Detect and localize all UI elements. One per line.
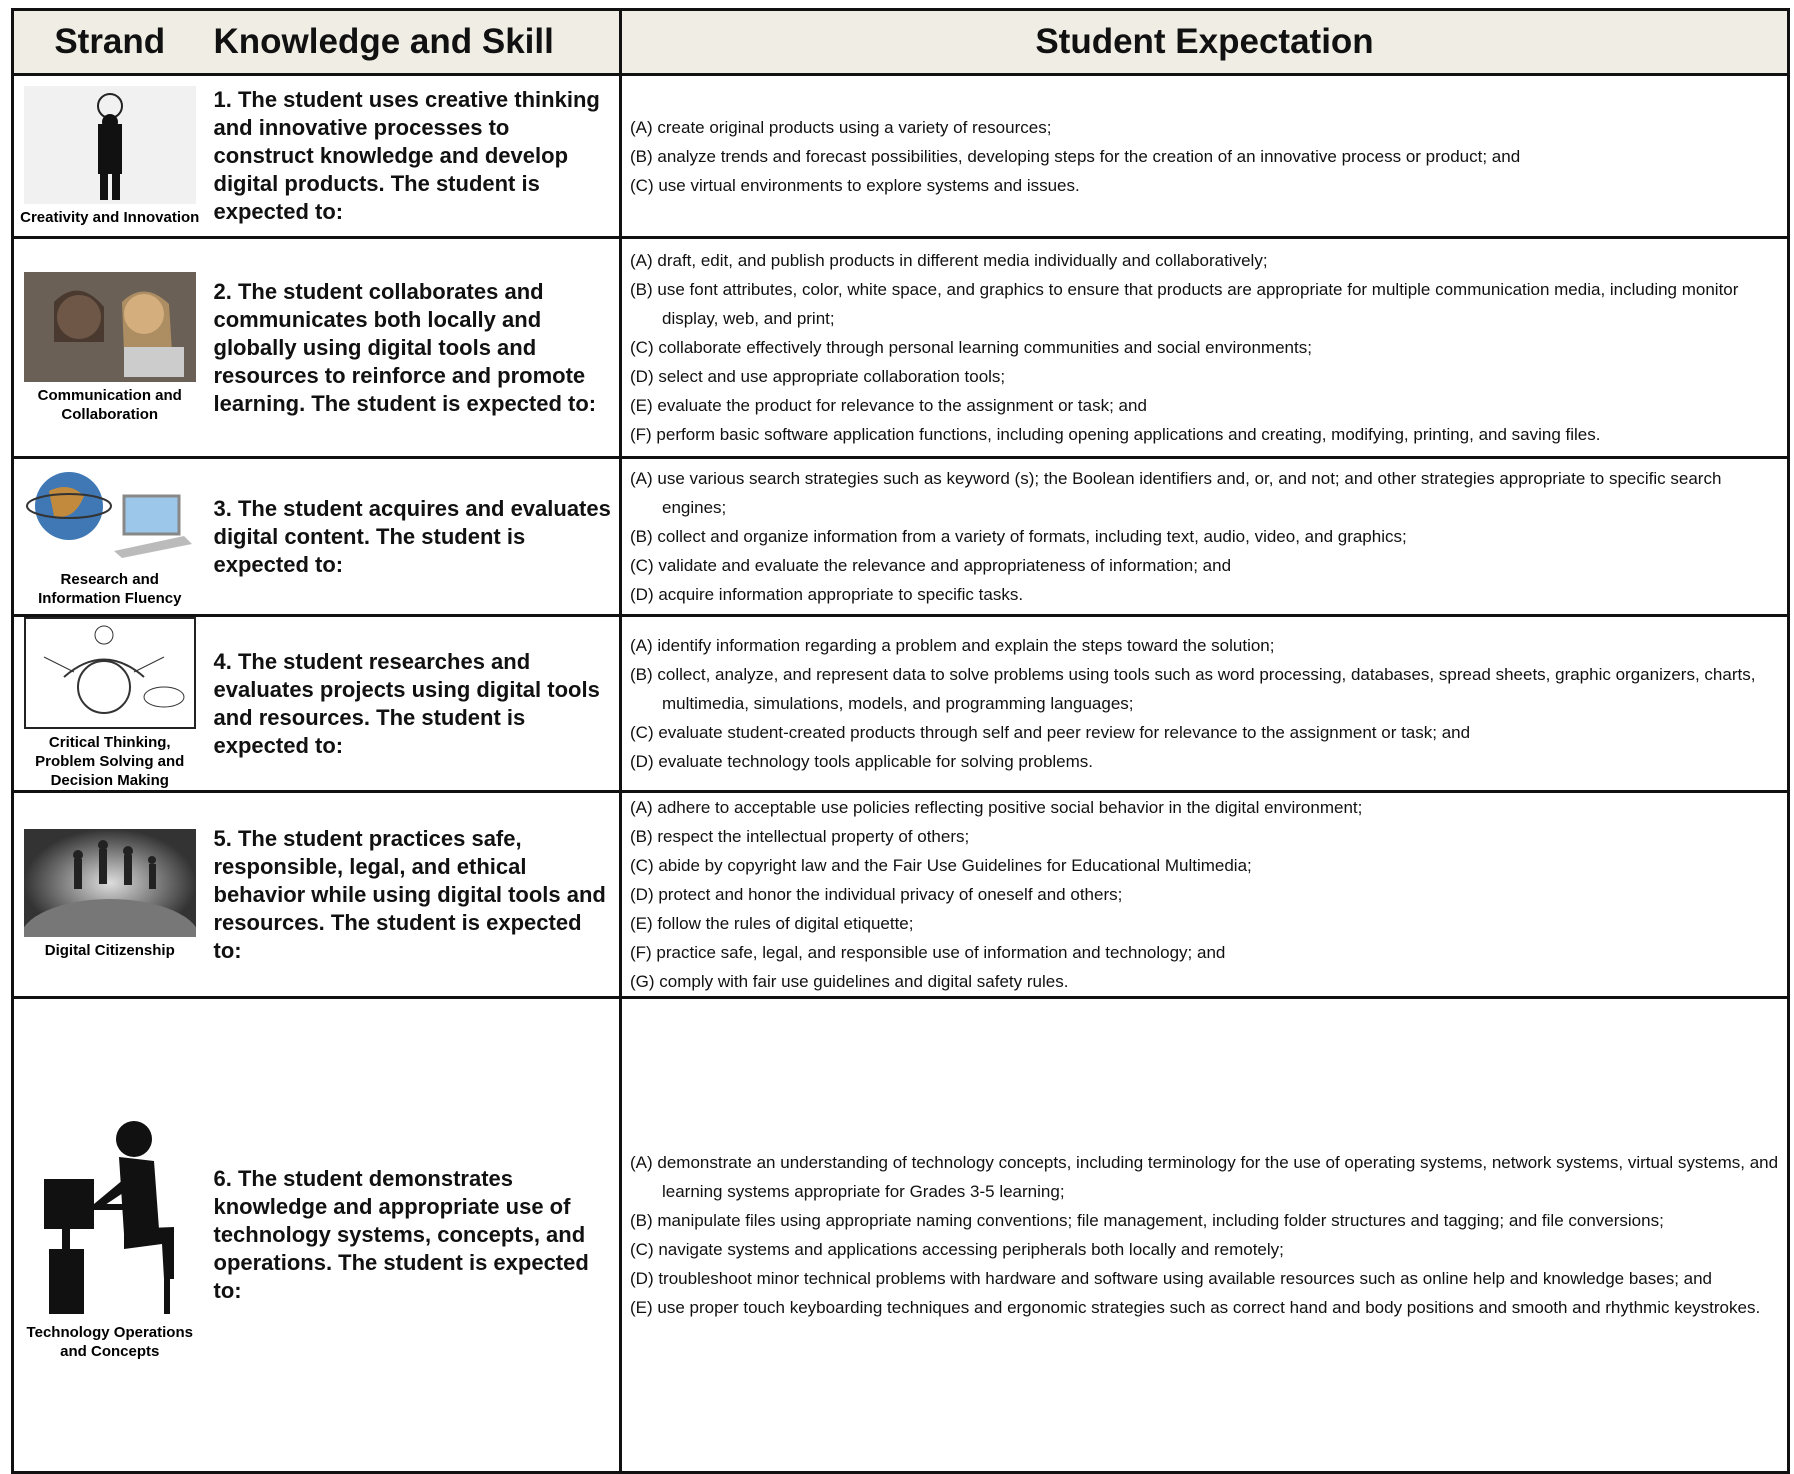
skill-cell: 1. The student uses creative thinking an… — [205, 73, 622, 239]
header-cell: Knowledge and Skill — [205, 8, 622, 76]
header-cell: Student Expectation — [619, 8, 1790, 76]
skill-cell: 2. The student collaborates and communic… — [205, 236, 622, 459]
expectation-item: (B) collect, analyze, and represent data… — [630, 665, 1756, 713]
strand-label: Research and Information Fluency — [38, 570, 182, 607]
expectation-item: (D) acquire information appropriate to s… — [630, 585, 1024, 604]
strand-image — [23, 465, 196, 566]
standards-table: Strand Knowledge and Skill Student Expec… — [11, 8, 1790, 1474]
expectation-item: (D) protect and honor the individual pri… — [630, 885, 1123, 904]
expectation-item: (C) validate and evaluate the relevance … — [630, 556, 1232, 575]
expectation-item: (D) evaluate technology tools applicable… — [630, 752, 1094, 771]
strand-image — [23, 85, 196, 204]
expectation-item: (F) perform basic software application f… — [630, 425, 1601, 444]
expectation-item: (E) evaluate the product for relevance t… — [630, 396, 1147, 415]
strand-label: Communication and Collaboration — [37, 386, 182, 423]
expectation-item: (B) manipulate files using appropriate n… — [630, 1211, 1664, 1230]
expectation-item: (B) analyze trends and forecast possibil… — [630, 146, 1521, 166]
expectation-item: (A) demonstrate an understanding of tech… — [630, 1153, 1779, 1201]
strand-cell: Digital Citizenship — [11, 790, 206, 999]
expectation-item: (D) troubleshoot minor technical problem… — [630, 1269, 1712, 1288]
expectation-item: (B) use font attributes, color, white sp… — [630, 280, 1739, 328]
expectation-cell: (A) identify information regarding a pro… — [619, 614, 1790, 793]
strand-cell: Creativity and Innovation — [11, 73, 206, 239]
expectation-item: (B) collect and organize information fro… — [630, 527, 1407, 546]
expectation-item: (F) practice safe, legal, and responsibl… — [630, 943, 1226, 962]
expectation-item: (G) comply with fair use guidelines and … — [630, 972, 1069, 991]
standards-document: Strand Knowledge and Skill Student Expec… — [11, 8, 1790, 1474]
strand-cell: Technology Operations and Concepts — [11, 996, 206, 1474]
table-row: Communication and Collaboration 2. The st… — [11, 236, 1790, 459]
skill-cell: 6. The student demonstrates knowledge an… — [205, 996, 622, 1474]
strand-image — [43, 1121, 174, 1314]
expectation-item: (C) evaluate student-created products th… — [630, 723, 1471, 742]
table-row: Critical Thinking, Problem Solving and D… — [11, 614, 1790, 793]
strand-image — [23, 271, 196, 382]
strand-image — [23, 829, 196, 937]
skill-cell: 4. The student researches and evaluates … — [205, 614, 622, 793]
expectation-item: (C) collaborate effectively through pers… — [630, 338, 1312, 357]
header-cell: Strand — [11, 8, 206, 76]
strand-cell: Critical Thinking, Problem Solving and D… — [11, 614, 206, 793]
expectation-item: (A) create original products using a var… — [630, 117, 1052, 137]
strand-cell: Communication and Collaboration — [11, 236, 206, 459]
expectation-cell: (A) use various search strategies such a… — [619, 456, 1790, 617]
expectation-item: (D) select and use appropriate collabora… — [630, 367, 1006, 386]
expectation-item: (A) identify information regarding a pro… — [630, 636, 1275, 655]
expectation-item: (E) use proper touch keyboarding techniq… — [630, 1298, 1761, 1317]
strand-label: Critical Thinking, Problem Solving and D… — [35, 734, 185, 789]
expectation-cell: (A) demonstrate an understanding of tech… — [619, 996, 1790, 1474]
expectation-item: (E) follow the rules of digital etiquett… — [630, 914, 914, 933]
table-row: Creativity and Innovation 1. The student … — [11, 73, 1790, 239]
expectation-cell: (A) draft, edit, and publish products in… — [619, 236, 1790, 459]
expectation-item: (C) use virtual environments to explore … — [630, 175, 1080, 195]
table-row: Technology Operations and Concepts 6. The… — [11, 996, 1790, 1474]
skill-cell: 3. The student acquires and evaluates di… — [205, 456, 622, 617]
skill-cell: 5. The student practices safe, responsib… — [205, 790, 622, 999]
strand-label: Digital Citizenship — [44, 942, 175, 959]
strand-image — [23, 617, 196, 729]
expectation-cell: (A) create original products using a var… — [619, 73, 1790, 239]
table-body: Creativity and Innovation 1. The student … — [11, 73, 1790, 1474]
expectation-item: (A) use various search strategies such a… — [630, 469, 1722, 517]
expectation-item: (A) draft, edit, and publish products in… — [630, 251, 1268, 270]
expectation-item: (C) navigate systems and applications ac… — [630, 1240, 1284, 1259]
expectation-item: (C) abide by copyright law and the Fair … — [630, 856, 1252, 875]
strand-cell: Research and Information Fluency — [11, 456, 206, 617]
expectation-cell: (A) adhere to acceptable use policies re… — [619, 790, 1790, 999]
table-row: Research and Information Fluency 3. The s… — [11, 456, 1790, 617]
table-row: Digital Citizenship 5. The student practi… — [11, 790, 1790, 999]
expectation-item: (B) respect the intellectual property of… — [630, 827, 970, 846]
strand-label: Technology Operations and Concepts — [26, 1324, 193, 1360]
expectation-item: (A) adhere to acceptable use policies re… — [630, 798, 1363, 817]
strand-label: Creativity and Innovation — [20, 208, 200, 226]
header-row: Strand Knowledge and Skill Student Expec… — [11, 8, 1790, 76]
